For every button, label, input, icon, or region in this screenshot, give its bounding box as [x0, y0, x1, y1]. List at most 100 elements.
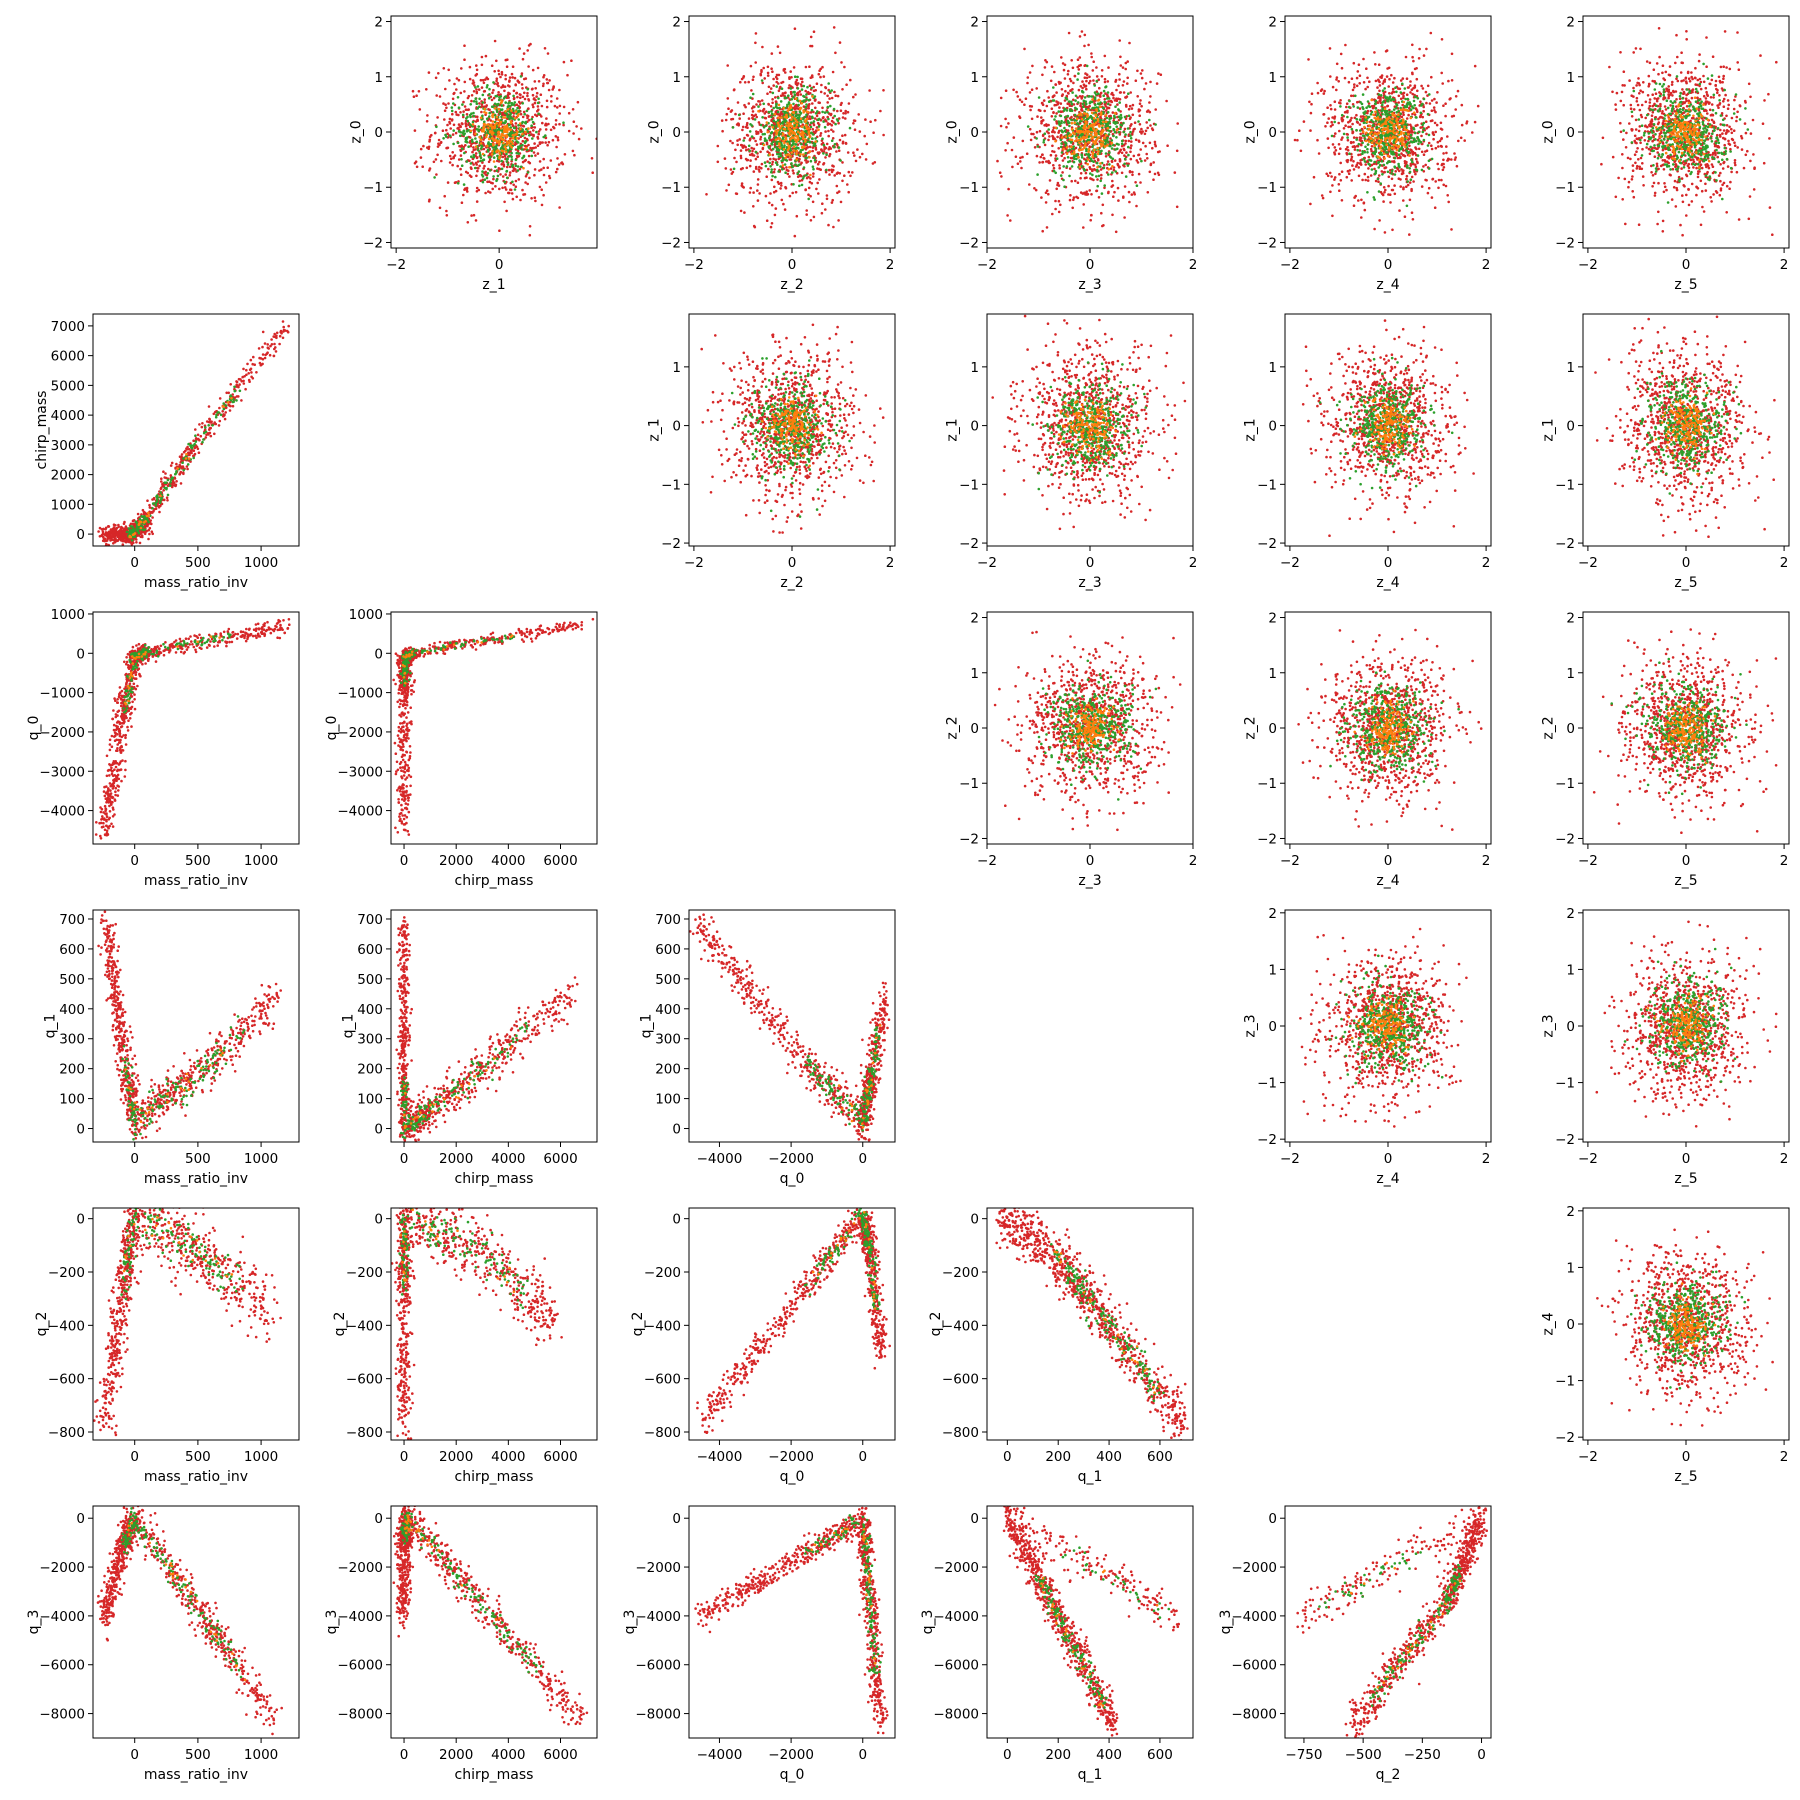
scatter-point: [510, 72, 514, 76]
scatter-point: [1084, 192, 1088, 195]
scatter-point: [1088, 104, 1091, 108]
scatter-point: [1152, 161, 1155, 164]
scatter-point: [816, 162, 820, 166]
scatter-point: [1115, 88, 1118, 92]
scatter-point: [520, 72, 524, 75]
scatter-point: [464, 122, 468, 125]
scatter-point: [457, 78, 461, 82]
scatter-point: [1080, 156, 1084, 159]
scatter-point: [473, 84, 476, 87]
scatter-point: [483, 123, 487, 126]
scatter-point: [496, 174, 500, 178]
scatter-point: [731, 126, 735, 129]
scatter-point: [828, 97, 831, 100]
scatter-point: [481, 161, 484, 164]
scatter-point: [1083, 123, 1087, 127]
scatter-point: [455, 77, 459, 80]
scatter-point: [1101, 203, 1105, 207]
scatter-point: [1078, 159, 1081, 162]
scatter-point: [1058, 129, 1061, 133]
scatter-point: [730, 172, 734, 175]
scatter-point: [491, 115, 495, 119]
scatter-point: [1122, 143, 1126, 147]
scatter-point: [1400, 115, 1404, 119]
scatter-point: [542, 74, 546, 77]
scatter-point: [479, 156, 483, 160]
scatter-point: [466, 119, 470, 123]
scatter-point: [488, 169, 492, 172]
scatter-point: [1072, 152, 1076, 155]
scatter-point: [736, 101, 740, 104]
scatter-point: [844, 142, 848, 145]
scatter-point: [491, 91, 494, 95]
scatter-point: [539, 128, 542, 131]
scatter-point: [526, 94, 529, 98]
scatter-point: [478, 164, 481, 168]
scatter-point: [806, 140, 809, 144]
scatter-point: [758, 103, 762, 106]
scatter-point: [1127, 145, 1130, 149]
scatter-point: [1136, 161, 1140, 164]
scatter-point: [1093, 148, 1096, 152]
scatter-point: [818, 111, 821, 115]
scatter-point: [1130, 107, 1134, 110]
scatter-point: [1054, 207, 1057, 211]
scatter-point: [1077, 135, 1081, 139]
scatter-point: [831, 116, 835, 120]
scatter-point: [757, 168, 761, 171]
scatter-point: [1144, 129, 1148, 133]
scatter-point: [874, 118, 877, 122]
scatter-point: [1101, 129, 1104, 133]
scatter-point: [1124, 155, 1128, 159]
scatter-point: [1126, 127, 1130, 130]
scatter-point: [1073, 118, 1076, 122]
scatter-point: [537, 132, 540, 136]
scatter-point: [820, 148, 823, 151]
scatter-point: [809, 35, 813, 39]
scatter-point: [448, 134, 452, 138]
scatter-point: [1106, 144, 1109, 147]
scatter-point: [834, 94, 837, 97]
scatter-point: [794, 81, 798, 84]
scatter-point: [1038, 161, 1041, 164]
x-tick-label: 0: [495, 257, 504, 273]
scatter-point: [533, 142, 536, 145]
scatter-point: [1355, 113, 1358, 117]
scatter-point: [457, 106, 461, 109]
scatter-point: [784, 158, 787, 161]
scatter-point: [1143, 159, 1147, 162]
scatter-point: [1104, 114, 1108, 117]
scatter-point: [789, 155, 792, 158]
scatter-point: [491, 120, 495, 123]
scatter-point: [771, 160, 774, 164]
scatter-point: [1124, 103, 1128, 107]
scatter-point: [1124, 175, 1128, 178]
scatter-point: [446, 123, 449, 127]
scatter-point: [519, 130, 522, 134]
scatter-point: [758, 192, 761, 195]
y-axis-label: z_0: [647, 120, 663, 143]
scatter-point: [758, 170, 761, 173]
y-tick-label: 1: [672, 70, 681, 86]
scatter-point: [531, 68, 535, 72]
scatter-point: [472, 90, 476, 93]
scatter-point: [545, 78, 549, 81]
scatter-point: [1099, 139, 1103, 142]
scatter-point: [1076, 130, 1079, 134]
y-tick-label: 1: [970, 70, 979, 86]
scatter-point: [1358, 82, 1361, 85]
scatter-point: [802, 84, 806, 88]
scatter-point: [1107, 66, 1110, 69]
scatter-point: [1081, 95, 1084, 98]
scatter-point: [1108, 163, 1111, 166]
scatter-point: [1173, 171, 1177, 174]
scatter-point: [1383, 231, 1387, 234]
scatter-point: [811, 95, 814, 98]
scatter-point: [796, 82, 800, 85]
scatter-point: [1348, 120, 1352, 123]
scatter-point: [536, 66, 540, 70]
scatter-point: [786, 142, 789, 145]
scatter-point: [1090, 52, 1093, 55]
scatter-point: [1040, 196, 1043, 199]
scatter-point: [1077, 68, 1081, 71]
